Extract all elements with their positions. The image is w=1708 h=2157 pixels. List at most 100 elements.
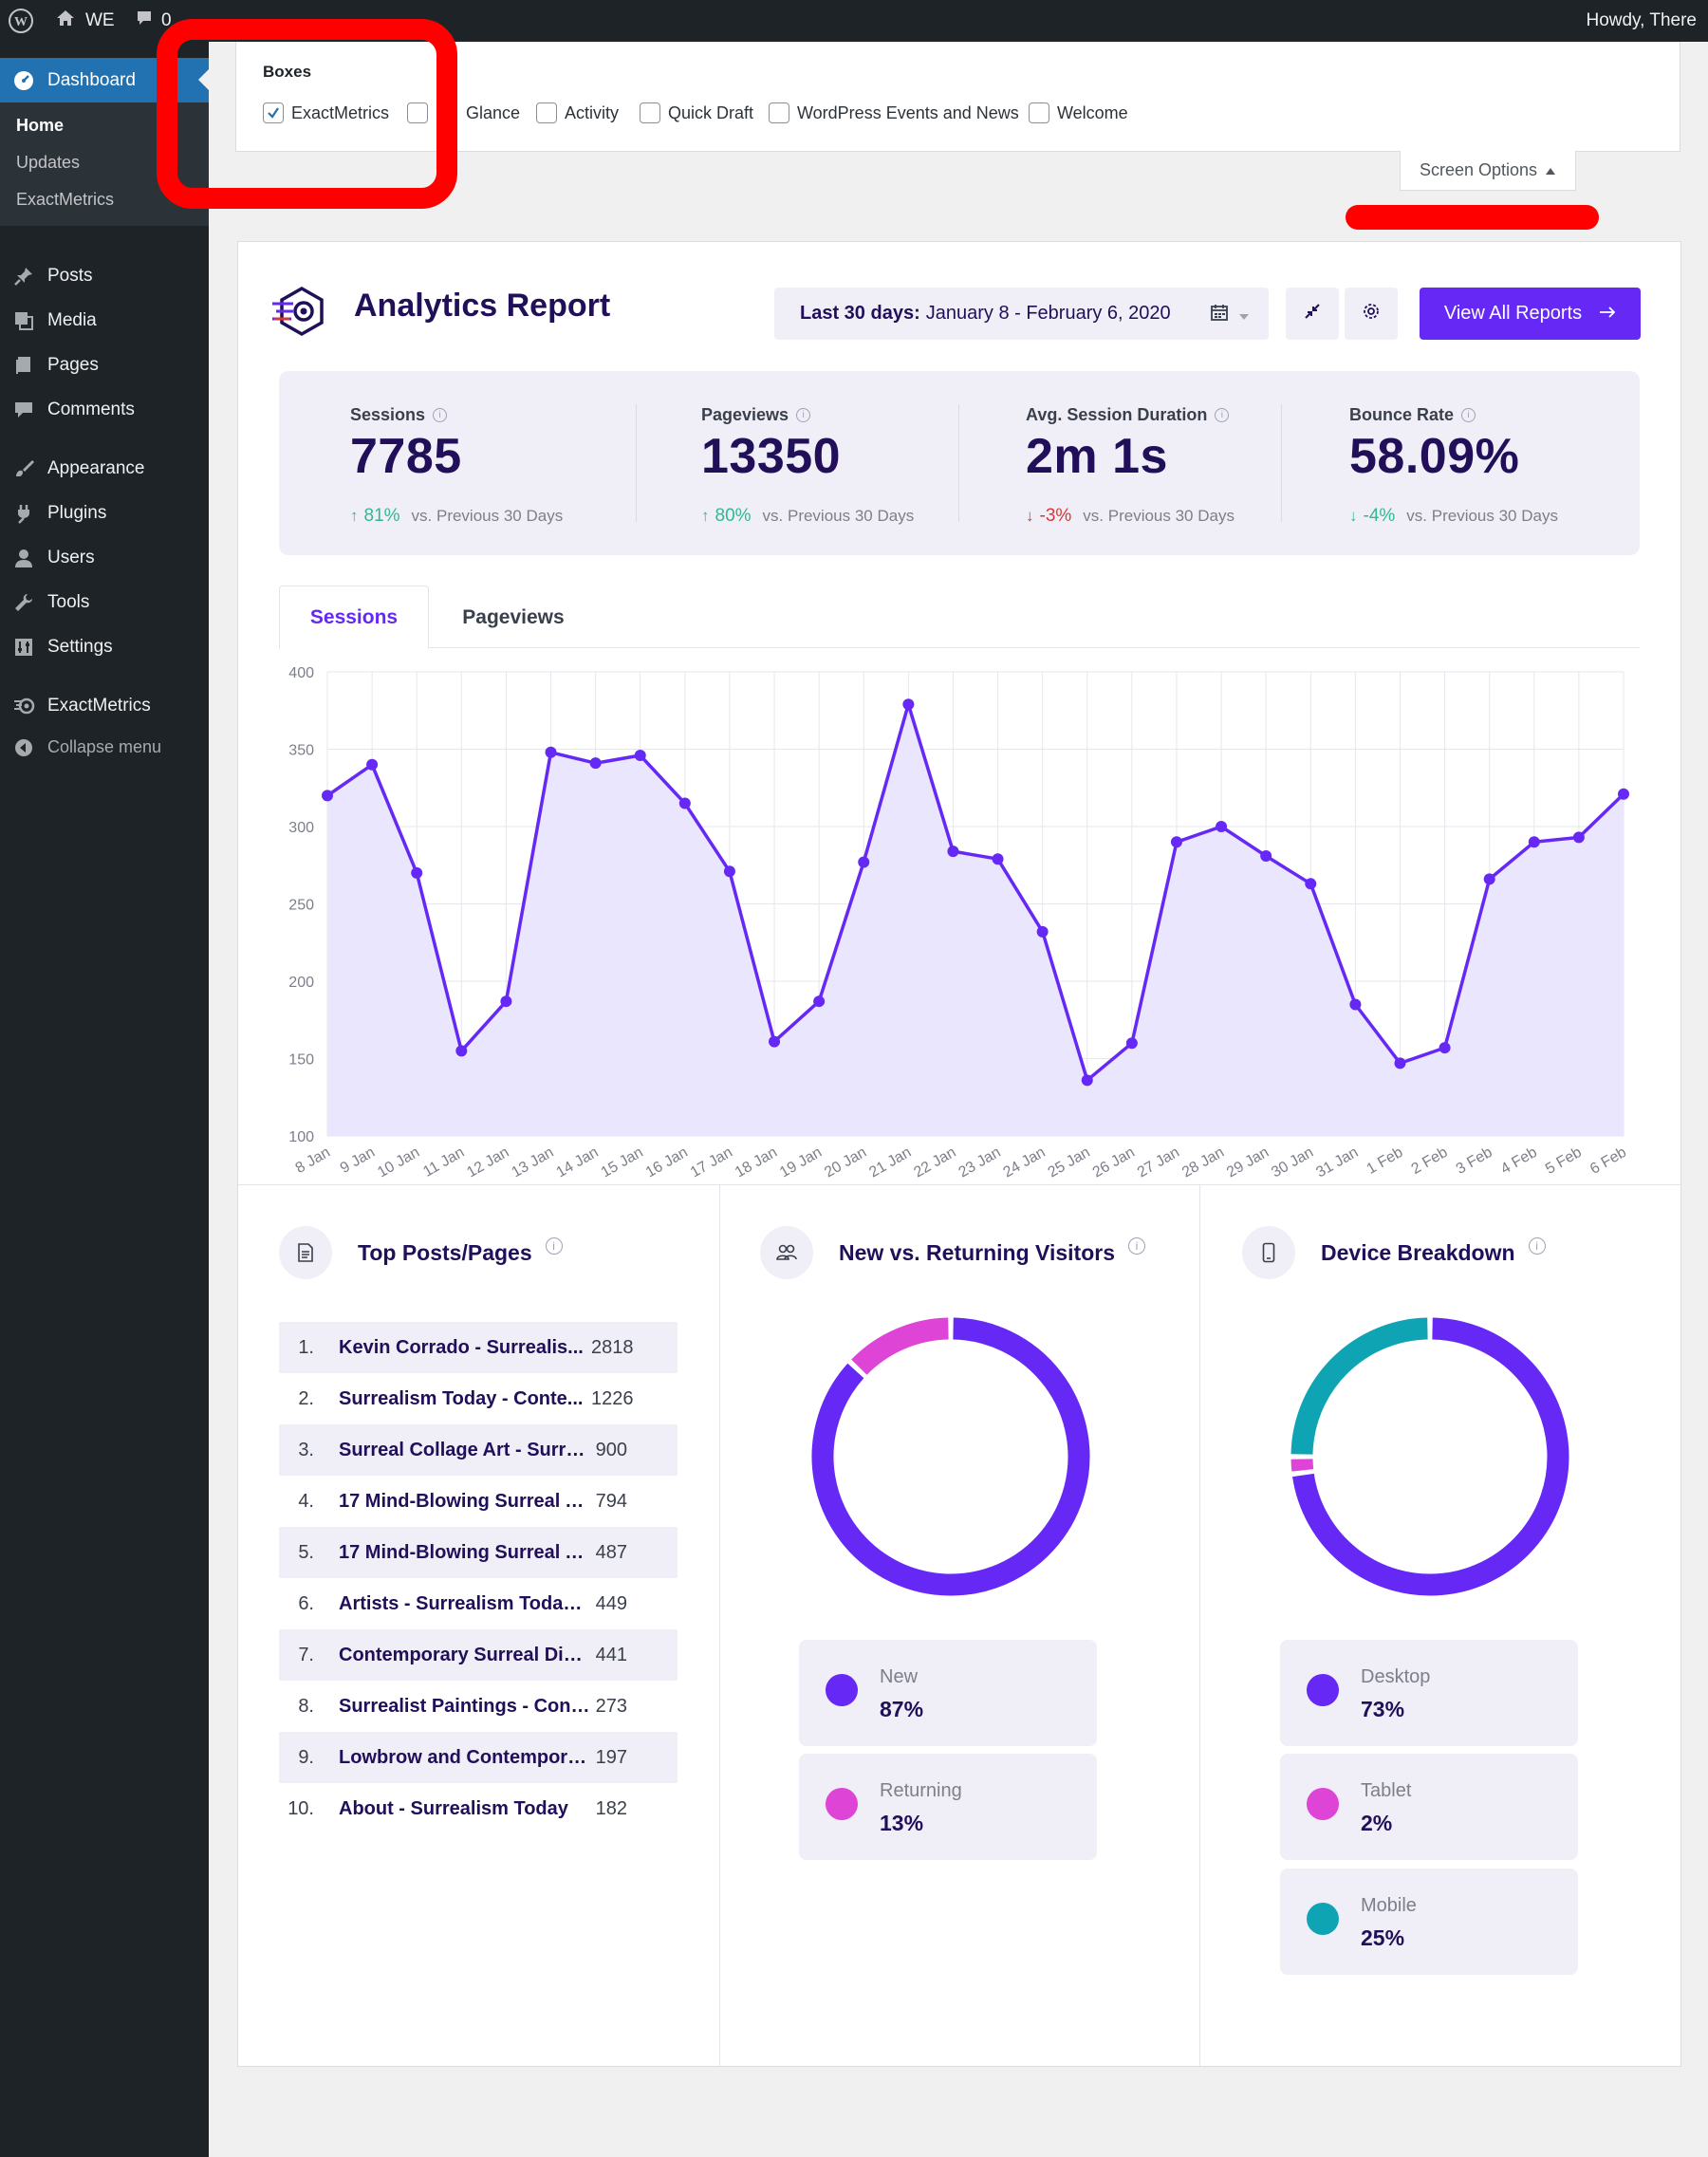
menu-appearance[interactable]: Appearance xyxy=(0,446,209,491)
data-point[interactable] xyxy=(1216,821,1228,832)
table-row[interactable]: 3. Surreal Collage Art - Surre... 900 xyxy=(279,1424,678,1476)
data-point[interactable] xyxy=(1036,925,1049,938)
donut-segment-new[interactable] xyxy=(811,1317,1090,1596)
data-point[interactable] xyxy=(1170,836,1182,848)
row-title[interactable]: About - Surrealism Today xyxy=(339,1797,568,1819)
row-title[interactable]: Surrealism Today - Conte... xyxy=(339,1387,584,1409)
howdy-user[interactable]: Howdy, There xyxy=(1586,10,1697,30)
info-icon[interactable]: i xyxy=(796,408,811,422)
checkbox-unchecked[interactable] xyxy=(536,102,557,123)
table-row[interactable]: 4. 17 Mind-Blowing Surreal A... 794 xyxy=(279,1476,678,1527)
data-point[interactable] xyxy=(366,758,379,771)
menu-posts[interactable]: Posts xyxy=(0,253,209,298)
donut-segment-tablet[interactable] xyxy=(1290,1459,1314,1472)
row-title[interactable]: Lowbrow and Contempora... xyxy=(339,1746,591,1768)
data-point[interactable] xyxy=(500,995,512,1008)
data-point[interactable] xyxy=(1260,849,1272,862)
info-icon[interactable]: i xyxy=(1461,408,1476,422)
table-row[interactable]: 7. Contemporary Surreal Digit... 441 xyxy=(279,1629,678,1681)
tab-sessions[interactable]: Sessions xyxy=(279,586,429,649)
data-point[interactable] xyxy=(1081,1074,1093,1087)
site-name-link[interactable]: WE xyxy=(55,0,115,42)
data-point[interactable] xyxy=(1483,873,1495,885)
info-icon[interactable]: i xyxy=(545,1237,563,1255)
info-icon[interactable]: i xyxy=(433,408,448,422)
checkbox-activity[interactable]: Activity xyxy=(536,102,619,123)
submenu-updates[interactable]: Updates xyxy=(16,153,81,172)
data-point[interactable] xyxy=(1572,831,1585,844)
data-point[interactable] xyxy=(411,866,423,879)
table-row[interactable]: 1. Kevin Corrado - Surrealis... 2818 xyxy=(279,1322,678,1373)
checkbox-unchecked[interactable] xyxy=(640,102,660,123)
donut-segment-mobile[interactable] xyxy=(1290,1317,1428,1455)
row-title[interactable]: 17 Mind-Blowing Surreal A... xyxy=(339,1541,591,1563)
data-point[interactable] xyxy=(1305,878,1317,890)
data-point[interactable] xyxy=(723,865,735,878)
data-point[interactable] xyxy=(1394,1057,1406,1069)
data-point[interactable] xyxy=(992,853,1004,865)
data-point[interactable] xyxy=(858,856,870,868)
menu-exactmetrics[interactable]: ExactMetrics xyxy=(0,683,209,728)
checkbox-exactmetrics[interactable]: ExactMetrics xyxy=(263,102,389,123)
date-range-picker[interactable]: Last 30 days: January 8 - February 6, 20… xyxy=(774,288,1269,340)
data-point[interactable] xyxy=(634,750,646,762)
checkbox-unchecked[interactable] xyxy=(1029,102,1049,123)
data-point[interactable] xyxy=(589,757,602,770)
submenu-exactmetrics[interactable]: ExactMetrics xyxy=(16,190,115,209)
row-title[interactable]: Contemporary Surreal Digit... xyxy=(339,1644,591,1665)
view-all-reports-button[interactable]: View All Reports xyxy=(1420,288,1641,340)
row-title[interactable]: Surrealist Paintings - Cont... xyxy=(339,1695,591,1717)
data-point[interactable] xyxy=(455,1045,468,1057)
screen-options-toggle[interactable]: Screen Options xyxy=(1400,151,1576,191)
checkbox-events-news[interactable]: WordPress Events and News xyxy=(769,102,1019,123)
data-point[interactable] xyxy=(1439,1042,1451,1054)
menu-media[interactable]: Media xyxy=(0,298,209,343)
row-title[interactable]: 17 Mind-Blowing Surreal A... xyxy=(339,1490,591,1512)
table-row[interactable]: 6. Artists - Surrealism Today -... 449 xyxy=(279,1578,678,1629)
row-title[interactable]: Surreal Collage Art - Surre... xyxy=(339,1439,591,1460)
menu-settings[interactable]: Settings xyxy=(0,624,209,669)
comments-link[interactable]: 0 xyxy=(135,0,172,42)
menu-users[interactable]: Users xyxy=(0,535,209,580)
data-point[interactable] xyxy=(1125,1037,1138,1050)
table-row[interactable]: 10. About - Surrealism Today 182 xyxy=(279,1783,678,1834)
checkbox-unchecked[interactable] xyxy=(769,102,789,123)
donut-segment-desktop[interactable] xyxy=(1292,1317,1569,1596)
report-settings-button[interactable] xyxy=(1345,288,1398,340)
checkbox-unchecked[interactable] xyxy=(407,102,428,123)
info-icon[interactable]: i xyxy=(1215,408,1230,422)
data-point[interactable] xyxy=(322,790,333,802)
row-title[interactable]: Kevin Corrado - Surrealis... xyxy=(339,1336,584,1358)
table-row[interactable]: 9. Lowbrow and Contempora... 197 xyxy=(279,1732,678,1783)
x-tick-label: 12 Jan xyxy=(464,1144,511,1181)
data-point[interactable] xyxy=(1528,836,1540,848)
donut-segment-returning[interactable] xyxy=(851,1317,949,1375)
info-icon[interactable]: i xyxy=(1528,1237,1546,1255)
menu-plugins[interactable]: Plugins xyxy=(0,491,209,535)
checkbox-quick-draft[interactable]: Quick Draft xyxy=(640,102,753,123)
wordpress-logo-icon[interactable]: W xyxy=(8,0,38,42)
data-point[interactable] xyxy=(678,797,691,809)
info-icon[interactable]: i xyxy=(1127,1237,1145,1255)
checkbox-welcome[interactable]: Welcome xyxy=(1029,102,1128,123)
data-point[interactable] xyxy=(1349,998,1362,1011)
data-point[interactable] xyxy=(1618,788,1629,800)
data-point[interactable] xyxy=(545,746,557,758)
menu-comments[interactable]: Comments xyxy=(0,387,209,432)
tab-pageviews[interactable]: Pageviews xyxy=(462,605,565,628)
table-row[interactable]: 5. 17 Mind-Blowing Surreal A... 487 xyxy=(279,1527,678,1578)
submenu-home[interactable]: Home xyxy=(16,116,65,135)
collapse-menu-button[interactable]: Collapse menu xyxy=(0,725,209,770)
row-title[interactable]: Artists - Surrealism Today -... xyxy=(339,1592,591,1614)
data-point[interactable] xyxy=(813,995,826,1008)
data-point[interactable] xyxy=(769,1035,781,1048)
menu-tools[interactable]: Tools xyxy=(0,580,209,624)
data-point[interactable] xyxy=(947,846,959,858)
collapse-report-button[interactable] xyxy=(1286,288,1339,340)
checkbox-glance[interactable]: Glance xyxy=(407,102,520,123)
menu-pages[interactable]: Pages xyxy=(0,343,209,387)
table-row[interactable]: 8. Surrealist Paintings - Cont... 273 xyxy=(279,1681,678,1732)
checkbox-checked[interactable] xyxy=(263,102,284,123)
data-point[interactable] xyxy=(902,698,915,711)
table-row[interactable]: 2. Surrealism Today - Conte... 1226 xyxy=(279,1373,678,1424)
